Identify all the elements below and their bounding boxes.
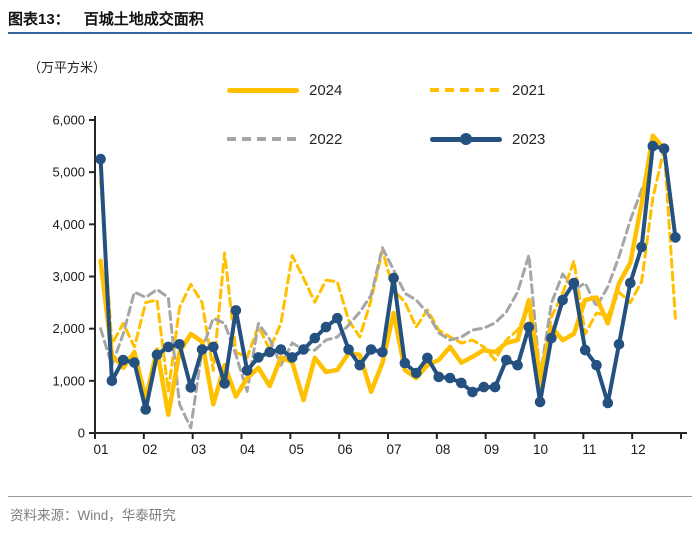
axis-x-tick-label: 09 (484, 442, 499, 457)
series-marker-2023 (568, 277, 580, 289)
source-note: 资料来源：Wind，华泰研究 (10, 508, 176, 523)
axis-x-tick-label: 05 (289, 442, 304, 457)
chart-title: 图表13： 百城土地成交面积 (8, 8, 204, 29)
series-marker-2023 (196, 344, 208, 355)
axis-x-tick-label: 08 (435, 442, 450, 457)
series-marker-2023 (557, 294, 568, 306)
series-marker-2023 (591, 359, 602, 371)
footer-divider (8, 496, 692, 497)
series-marker-2023 (343, 344, 354, 355)
series-marker-2023 (185, 382, 197, 393)
series-marker-2023 (117, 354, 129, 366)
series-marker-2023 (625, 277, 636, 289)
series-marker-2023 (410, 367, 422, 379)
axis-y-tick-label: 6,000 (52, 113, 85, 128)
series-marker-2023 (106, 375, 118, 387)
series-marker-2023 (95, 153, 106, 165)
series-marker-2023 (523, 321, 535, 333)
series-marker-2023 (264, 346, 276, 358)
series-marker-2023 (151, 349, 163, 361)
series-marker-2023 (163, 341, 174, 353)
series-marker-2023 (489, 381, 501, 393)
series-marker-2023 (230, 305, 242, 316)
axis-y-tick-label: 3,000 (52, 269, 85, 284)
series-marker-2023 (365, 344, 377, 355)
title-underline (8, 32, 692, 34)
series-marker-2023 (275, 344, 287, 355)
series-marker-2023 (501, 354, 512, 366)
axis-y-tick-label: 4,000 (52, 217, 85, 232)
series-marker-2023 (602, 397, 614, 409)
series-marker-2023 (377, 346, 388, 358)
series-marker-2023 (433, 371, 445, 383)
series-marker-2023 (467, 386, 478, 398)
series-line-2022 (99, 158, 655, 430)
axis-y-tick-label: 5,000 (52, 165, 85, 180)
series-marker-2023 (512, 359, 523, 371)
series-marker-2023 (534, 396, 546, 408)
axis-x-tick-label: 06 (338, 442, 353, 457)
series-marker-2023 (354, 359, 366, 371)
series-marker-2023 (388, 272, 399, 284)
series-marker-2023 (129, 357, 140, 368)
series-marker-2023 (399, 357, 411, 369)
chart-title-text: 百城土地成交面积 (83, 11, 204, 28)
series-marker-2023 (636, 241, 647, 253)
series-marker-2023 (478, 381, 490, 393)
axis-x-tick-label: 04 (240, 442, 256, 457)
series-marker-2023 (298, 344, 309, 355)
series-marker-2023 (422, 352, 433, 364)
series-line-2023 (98, 144, 678, 412)
axis-x-tick-label: 10 (533, 442, 548, 457)
series-marker-2023 (658, 143, 670, 154)
axis-x-tick-label: 02 (142, 442, 157, 457)
series-marker-2023 (647, 140, 659, 152)
axis-y-tick-label: 0 (78, 426, 85, 441)
series-marker-2023 (241, 365, 253, 376)
series-line-2021 (99, 147, 677, 393)
series-marker-2023 (309, 332, 321, 344)
series-marker-2023 (444, 372, 456, 384)
axis-x-tick-label: 12 (631, 442, 646, 457)
axis-x-tick-label: 01 (93, 442, 108, 457)
series-marker-2023 (286, 352, 298, 363)
axis-x-tick-label: 11 (582, 442, 596, 457)
series-marker-2023 (174, 339, 185, 350)
axis-unit-label: （万平方米） (28, 60, 107, 75)
series-marker-2023 (332, 312, 343, 324)
series-marker-2023 (579, 344, 591, 356)
series-marker-2023 (219, 378, 230, 389)
series-line-2024 (98, 133, 667, 417)
series-marker-2023 (320, 321, 332, 333)
series-marker-2023 (253, 352, 264, 363)
series-marker-2023 (546, 332, 557, 344)
series-marker-2023 (613, 339, 625, 350)
axis-x-tick-label: 03 (191, 442, 206, 457)
axis-y-tick-label: 2,000 (52, 321, 85, 336)
series-marker-2023 (208, 341, 219, 353)
series-marker-2023 (140, 404, 151, 415)
series-marker-2023 (456, 377, 467, 389)
axis-y-tick-label: 1,000 (52, 373, 85, 388)
axis-x-tick-label: 07 (386, 442, 401, 457)
series-marker-2023 (670, 232, 681, 243)
chart-title-prefix: 图表13： (8, 11, 70, 28)
